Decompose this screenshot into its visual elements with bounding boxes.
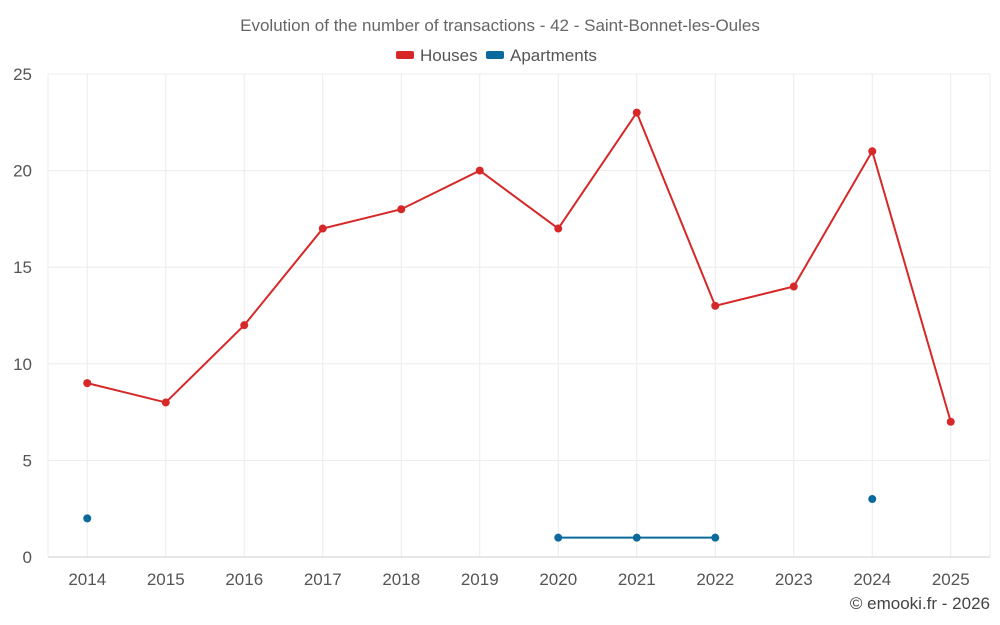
y-axis: 0 5 10 15 20 25 [13,65,32,567]
x-tick-label: 2021 [618,570,656,589]
data-point[interactable] [711,533,720,542]
legend-swatch [486,51,504,59]
x-tick-label: 2017 [304,570,342,589]
legend: Houses Apartments [396,46,597,65]
data-point[interactable] [868,147,877,156]
legend-label: Apartments [510,46,597,65]
grid [47,73,991,558]
data-point[interactable] [554,533,563,542]
data-point[interactable] [946,417,955,426]
chart-title: Evolution of the number of transactions … [240,16,760,35]
x-tick-label: 2014 [68,570,106,589]
legend-label: Houses [420,46,478,65]
x-tick-label: 2020 [539,570,577,589]
x-tick-label: 2016 [225,570,263,589]
series-layer [83,108,955,542]
x-tick-label: 2022 [696,570,734,589]
x-tick-label: 2023 [775,570,813,589]
data-point[interactable] [554,224,563,233]
data-point[interactable] [83,514,92,523]
data-point[interactable] [161,398,170,407]
x-tick-label: 2024 [853,570,891,589]
data-point[interactable] [83,379,92,388]
legend-item-apartments[interactable]: Apartments [486,46,597,65]
data-point[interactable] [711,301,720,310]
y-tick-label: 10 [13,355,32,374]
y-tick-label: 20 [13,162,32,181]
data-point[interactable] [789,282,798,291]
data-point[interactable] [475,166,484,175]
y-tick-label: 15 [13,258,32,277]
data-point[interactable] [397,205,406,214]
data-point[interactable] [240,321,249,330]
data-point[interactable] [632,108,641,117]
series-apartments [83,495,877,542]
data-point[interactable] [868,495,877,504]
x-axis: 2014 2015 2016 2017 2018 2019 2020 2021 2022 2023… [68,570,969,589]
data-point[interactable] [318,224,327,233]
series-houses [83,108,955,426]
y-tick-label: 0 [23,548,32,567]
legend-item-houses[interactable]: Houses [396,46,478,65]
x-tick-label: 2015 [147,570,185,589]
series-line [87,110,952,423]
y-tick-label: 5 [23,451,32,470]
x-tick-label: 2019 [461,570,499,589]
credit-text: © emooki.fr - 2026 [850,594,990,613]
x-tick-label: 2018 [382,570,420,589]
legend-swatch [396,51,414,59]
y-tick-label: 25 [13,65,32,84]
data-point[interactable] [632,533,641,542]
x-tick-label: 2025 [932,570,970,589]
